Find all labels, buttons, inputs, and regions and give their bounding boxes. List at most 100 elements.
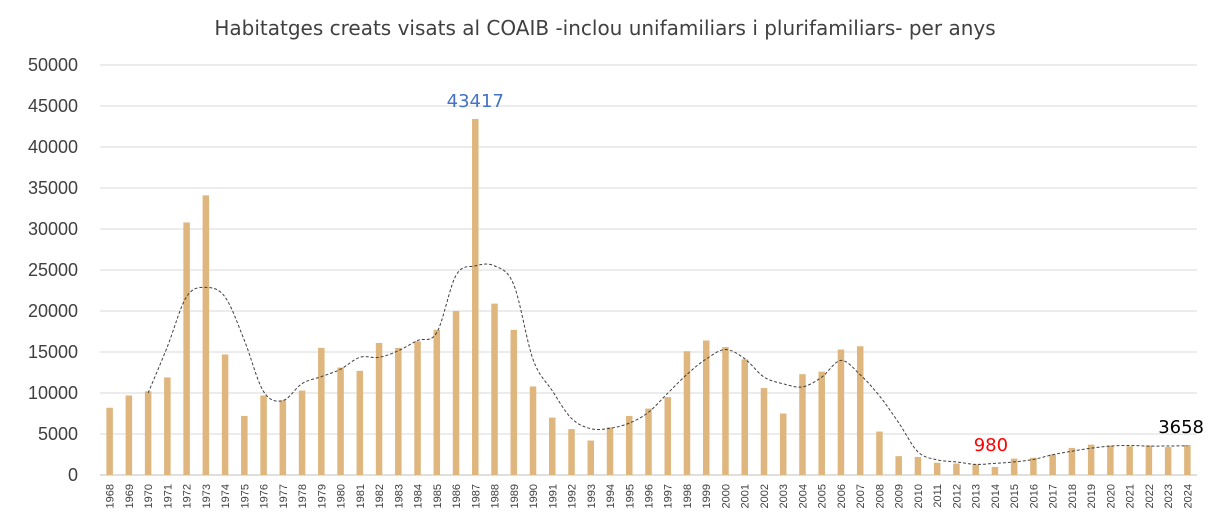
bar-1996 xyxy=(645,408,652,475)
bar-1987 xyxy=(472,118,479,476)
x-tick-label: 2019 xyxy=(1086,484,1098,508)
x-tick-label: 2003 xyxy=(778,484,790,508)
bar-1988 xyxy=(491,303,498,475)
bar-1977 xyxy=(279,400,287,475)
bar-1975 xyxy=(241,415,248,475)
bar-2008 xyxy=(876,431,883,475)
x-tick-label: 1992 xyxy=(567,484,579,508)
bar-1984 xyxy=(414,341,421,475)
data-labels: 43417 980 3658 xyxy=(447,91,1204,456)
x-tick-label: 1991 xyxy=(547,484,559,508)
bar-1992 xyxy=(568,429,575,475)
bar-2011 xyxy=(933,462,941,475)
bar-2003 xyxy=(779,413,787,475)
data-label-2014: 980 xyxy=(974,435,1008,456)
x-tick-label: 2005 xyxy=(817,484,829,508)
bar-2010 xyxy=(914,456,922,475)
x-tick-label: 2010 xyxy=(913,484,925,508)
bar-1995 xyxy=(626,415,633,475)
x-tick-label: 2023 xyxy=(1163,484,1175,508)
y-tick-label: 5000 xyxy=(38,424,78,444)
y-tick-label: 35000 xyxy=(28,178,78,198)
x-tick-label: 2004 xyxy=(797,484,809,508)
x-tick-label: 2011 xyxy=(932,484,944,508)
bar-2009 xyxy=(895,456,902,475)
bar-2023 xyxy=(1164,447,1172,475)
x-tick-label: 1990 xyxy=(528,484,540,508)
bar-1982 xyxy=(375,342,383,475)
x-tick-label: 2013 xyxy=(971,484,983,508)
bar-2016 xyxy=(1030,457,1037,475)
x-tick-label: 1986 xyxy=(451,484,463,508)
bar-2019 xyxy=(1087,444,1095,475)
x-tick-label: 1976 xyxy=(259,484,271,508)
x-tick-label: 1988 xyxy=(490,484,502,508)
bar-1990 xyxy=(529,386,537,475)
bar-1976 xyxy=(260,395,267,475)
y-tick-label: 30000 xyxy=(28,219,78,239)
trendline-group xyxy=(147,263,1188,465)
bar-2000 xyxy=(722,347,729,475)
bar-1974 xyxy=(221,354,229,475)
x-tick-label: 1997 xyxy=(663,484,675,508)
bar-2004 xyxy=(799,374,806,475)
x-tick-label: 1977 xyxy=(278,484,290,508)
bar-2021 xyxy=(1126,446,1133,475)
y-tick-label: 45000 xyxy=(28,96,78,116)
data-label-1987: 43417 xyxy=(447,91,504,112)
bar-2005 xyxy=(818,371,825,475)
x-tick-label: 1981 xyxy=(355,484,367,508)
x-tick-label: 2000 xyxy=(720,484,732,508)
bar-1981 xyxy=(356,370,364,475)
bar-1978 xyxy=(298,390,306,475)
x-tick-label: 1973 xyxy=(201,484,213,508)
bar-1999 xyxy=(702,340,710,475)
bars xyxy=(106,118,1191,476)
bar-1972 xyxy=(183,222,190,475)
x-tick-label: 2006 xyxy=(836,484,848,508)
x-tick-label: 1972 xyxy=(182,484,194,508)
y-tick-label: 50000 xyxy=(28,55,78,75)
x-tick-label: 2012 xyxy=(951,484,963,508)
x-tick-label: 1980 xyxy=(336,484,348,508)
x-tick-label: 2024 xyxy=(1182,484,1194,508)
bar-1991 xyxy=(549,417,556,475)
x-tick-label: 1979 xyxy=(316,484,328,508)
bar-2015 xyxy=(1010,458,1018,475)
x-tick-label: 2007 xyxy=(855,484,867,508)
x-tick-label: 2022 xyxy=(1144,484,1156,508)
bar-2020 xyxy=(1107,445,1114,475)
x-axis-ticks: 1968 1969 1970 1971 1972 1973 1974 1975 1976 1977… xyxy=(105,484,1195,508)
x-tick-label: 2016 xyxy=(1028,484,1040,508)
bar-1997 xyxy=(664,397,671,475)
bar-1973 xyxy=(202,195,210,475)
bar-2012 xyxy=(953,463,960,475)
x-tick-label: 1969 xyxy=(124,484,136,508)
bar-1983 xyxy=(395,347,402,475)
x-tick-label: 2018 xyxy=(1067,484,1079,508)
y-tick-label: 20000 xyxy=(28,301,78,321)
x-tick-label: 1970 xyxy=(143,484,155,508)
bar-1968 xyxy=(106,407,113,475)
x-tick-label: 1987 xyxy=(470,484,482,508)
bar-1985 xyxy=(433,329,441,475)
x-tick-label: 2021 xyxy=(1125,484,1137,508)
chart-title: Habitatges creats visats al COAIB -inclo… xyxy=(214,16,995,40)
trendline xyxy=(147,263,1188,465)
x-tick-label: 1989 xyxy=(509,484,521,508)
x-tick-label: 2014 xyxy=(990,484,1002,508)
bar-2002 xyxy=(760,388,768,475)
x-tick-label: 1995 xyxy=(624,484,636,508)
x-tick-label: 1978 xyxy=(297,484,309,508)
bar-2017 xyxy=(1049,454,1056,475)
bar-2007 xyxy=(856,346,864,475)
y-tick-label: 40000 xyxy=(28,137,78,157)
bar-1971 xyxy=(164,377,171,475)
bar-1980 xyxy=(337,367,344,475)
x-tick-label: 1994 xyxy=(605,484,617,508)
x-tick-label: 1983 xyxy=(393,484,405,508)
x-tick-label: 1993 xyxy=(586,484,598,508)
bar-2006 xyxy=(837,349,845,475)
bar-1986 xyxy=(452,311,460,475)
